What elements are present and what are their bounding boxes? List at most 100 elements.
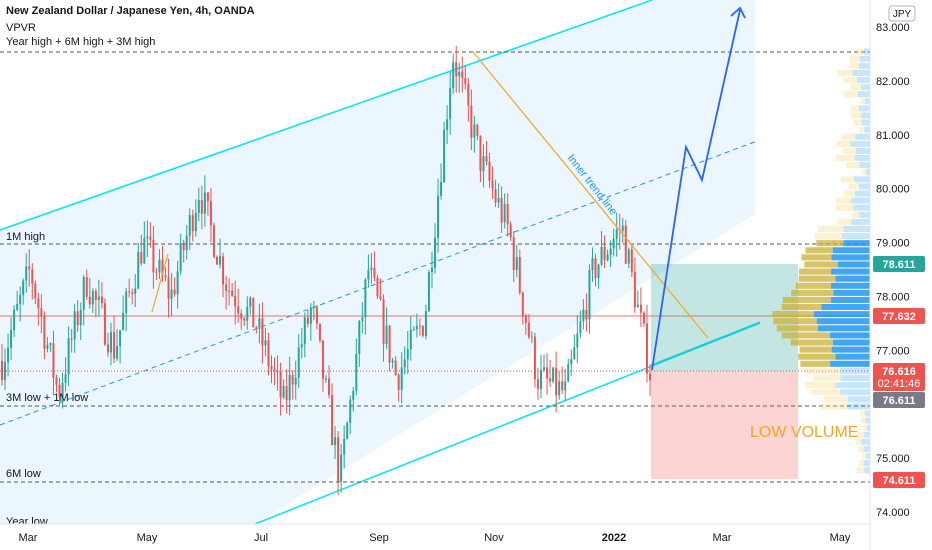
stop-box[interactable] [651, 371, 798, 479]
volume-bar-sell [790, 339, 833, 346]
candle-body [46, 345, 49, 349]
small-trend-line[interactable] [151, 253, 169, 313]
volume-bar-buy [864, 431, 870, 438]
price-tag-lower-box-text: 76.611 [882, 395, 915, 407]
volume-bar-buy [835, 353, 870, 360]
x-tick-0: Mar [19, 532, 38, 544]
candle-body [79, 309, 82, 326]
candle-body [570, 359, 573, 365]
price-tag-upper-box-text: 78.611 [882, 259, 915, 271]
volume-bar-buy [833, 289, 870, 296]
volume-bar-sell [814, 233, 842, 240]
candle-body [594, 258, 597, 279]
candle-body [209, 201, 212, 226]
candle-body [533, 336, 536, 380]
volume-bar-buy [853, 176, 870, 183]
candle-body [122, 312, 125, 331]
volume-bar-buy [851, 218, 870, 225]
candle-body [13, 309, 16, 330]
volume-bar-buy [821, 303, 870, 311]
candle-body [321, 340, 324, 379]
candle-body [385, 325, 388, 344]
volume-bar-sell [798, 353, 836, 360]
candle-body [630, 249, 633, 272]
candle-body [382, 299, 385, 344]
volume-bar-sell [851, 112, 862, 119]
candle-body [264, 340, 267, 346]
candle-body [164, 275, 167, 278]
candle-body [31, 269, 34, 284]
volume-bar-buy [838, 261, 870, 268]
candle-body [549, 378, 552, 382]
candle-body [639, 304, 642, 313]
candle-body [52, 343, 55, 378]
candle-body [452, 62, 455, 89]
volume-bar-sell [805, 382, 836, 389]
candle-body [303, 317, 306, 345]
label-1m-high: 1M high [6, 231, 45, 243]
volume-bar-sell [861, 169, 866, 176]
candle-body [612, 238, 615, 249]
forecast-path[interactable] [651, 9, 741, 371]
candle-body [409, 329, 412, 350]
volume-bar-buy [863, 48, 870, 55]
volume-bar-sell [820, 403, 848, 410]
volume-profile-histogram [772, 48, 870, 474]
support-line[interactable] [650, 321, 761, 366]
candle-body [552, 367, 555, 382]
volume-bar-buy [840, 374, 870, 382]
volume-bar-buy [841, 233, 870, 240]
price-axis[interactable] [870, 0, 932, 550]
currency-badge-box[interactable] [888, 5, 916, 22]
volume-bar-sell [863, 424, 867, 431]
candle-body [128, 291, 131, 293]
volume-bar-sell [849, 55, 860, 62]
candle-body [334, 437, 337, 445]
candle-body [234, 295, 237, 307]
candle-body [228, 290, 231, 292]
candle-body [325, 378, 327, 380]
candle-body [176, 271, 179, 295]
y-tick-7: 81.000 [876, 130, 910, 142]
candle-body [406, 349, 409, 360]
candle-body [485, 156, 488, 162]
volume-bar-buy [854, 154, 870, 162]
y-tick-0: 74.000 [876, 507, 910, 519]
volume-bar-buy [866, 424, 870, 431]
volume-bar-sell [836, 154, 855, 162]
volume-bar-sell [844, 91, 858, 98]
channel-lower-line[interactable] [254, 322, 761, 525]
time-axis[interactable] [0, 524, 870, 550]
candle-body [119, 330, 122, 347]
candle-body [440, 182, 443, 196]
volume-bar-buy [865, 169, 870, 176]
candle-body [621, 225, 624, 232]
candle-body [627, 249, 630, 264]
x-tick-6: Mar [713, 532, 732, 544]
channel-upper-line[interactable] [0, 0, 653, 231]
inner-trend-line[interactable] [472, 51, 709, 339]
target-box[interactable] [651, 264, 798, 371]
candle-body [300, 344, 303, 348]
currency-badge: JPY [893, 9, 912, 20]
volume-bar-sell [858, 445, 864, 452]
forecast-arrowhead [730, 6, 746, 19]
y-tick-3: 77.000 [876, 345, 910, 357]
volume-bar-sell [846, 162, 860, 169]
volume-bar-sell [798, 268, 832, 275]
candle-body [636, 304, 639, 308]
candle-body [497, 197, 500, 203]
candle-body [494, 189, 497, 203]
candle-body [140, 252, 143, 264]
candle-body [446, 119, 449, 130]
volume-bar-sell [860, 417, 866, 424]
candle-body [155, 272, 158, 274]
candle-body [555, 367, 558, 396]
candle-body [267, 340, 270, 367]
candle-body [352, 390, 355, 400]
candle-body [318, 323, 321, 341]
candle-body [642, 312, 645, 324]
candle-body [418, 325, 421, 327]
candle-body [237, 306, 240, 314]
